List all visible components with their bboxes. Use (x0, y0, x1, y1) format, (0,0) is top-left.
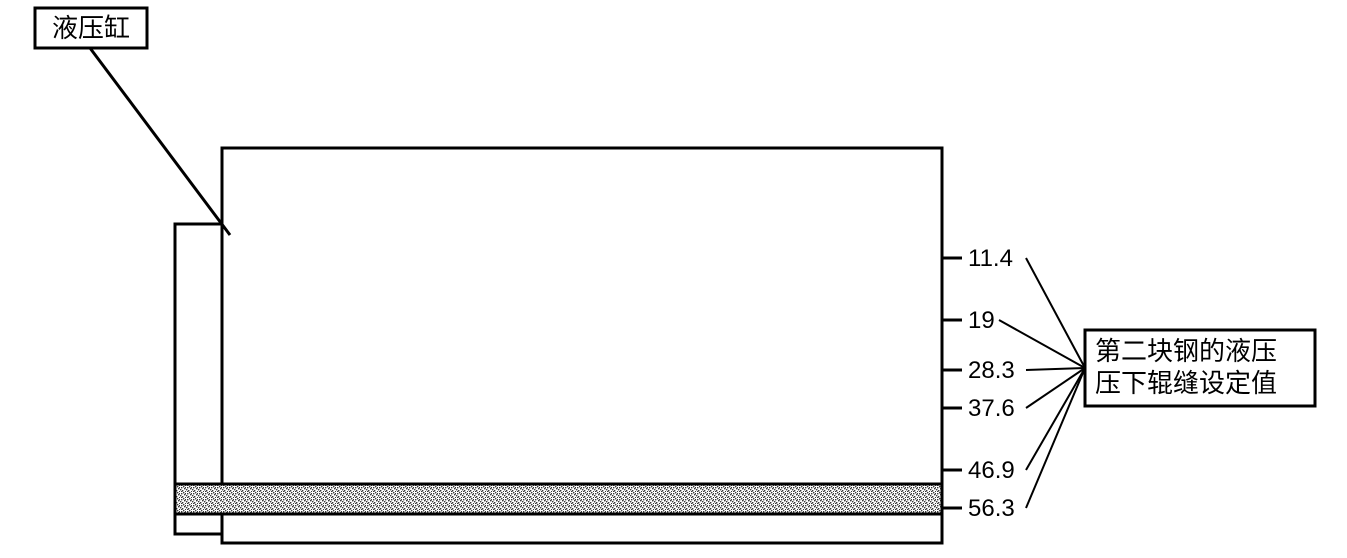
scale-tick-label: 46.9 (968, 457, 1015, 484)
callout-label-hydraulic-cylinder: 液压缸 (52, 14, 130, 43)
hatched-strip (175, 484, 942, 514)
callout-label-setpoints-line: 第二块钢的液压 (1095, 337, 1277, 366)
callout-label-setpoints-line: 压下辊缝设定值 (1095, 369, 1277, 398)
scale-tick-label: 11.4 (968, 245, 1013, 272)
scale-tick-label: 19 (968, 307, 995, 334)
fan-leader (1026, 368, 1085, 470)
scale-tick-label: 56.3 (968, 495, 1015, 522)
callout-leader (90, 48, 230, 235)
fan-leader (1026, 368, 1085, 370)
scale-tick-label: 37.6 (968, 395, 1015, 422)
scale-tick-label: 28.3 (968, 357, 1015, 384)
